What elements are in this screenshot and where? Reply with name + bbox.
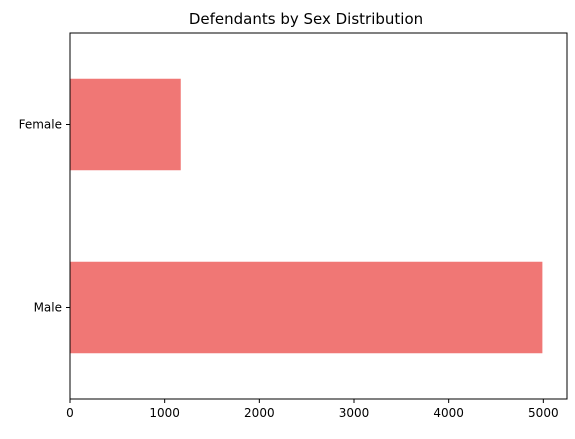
bars-layer bbox=[70, 78, 543, 354]
x-tick-label: 3000 bbox=[339, 406, 370, 420]
chart-title: Defendants by Sex Distribution bbox=[189, 10, 423, 28]
y-tick-label: Male bbox=[34, 301, 62, 315]
x-tick-label: 0 bbox=[66, 406, 74, 420]
x-tick-label: 1000 bbox=[149, 406, 180, 420]
axis-layer: Male Female 0 1000 2000 3000 4000 5000 bbox=[19, 118, 559, 421]
y-tick-label: Female bbox=[19, 118, 62, 132]
x-tick-label: 4000 bbox=[433, 406, 464, 420]
bar-female bbox=[70, 78, 181, 171]
x-tick-label: 2000 bbox=[244, 406, 275, 420]
bar-male bbox=[70, 261, 543, 354]
plot-frame bbox=[69, 32, 568, 400]
x-tick-label: 5000 bbox=[528, 406, 559, 420]
